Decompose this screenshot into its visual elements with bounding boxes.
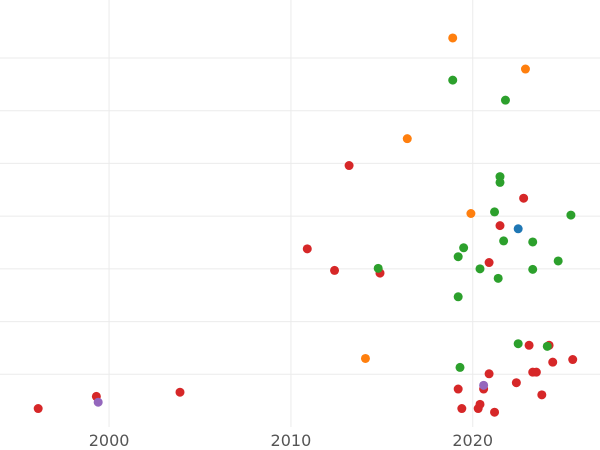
data-point xyxy=(453,384,463,394)
data-point xyxy=(528,264,538,274)
data-point xyxy=(455,362,465,372)
x-tick-label: 2000 xyxy=(89,431,130,450)
data-point xyxy=(459,243,469,253)
data-point xyxy=(453,252,463,262)
data-point xyxy=(531,367,541,377)
data-point xyxy=(511,378,521,388)
data-point xyxy=(344,161,354,171)
data-point xyxy=(33,404,43,414)
data-point xyxy=(548,357,558,367)
data-point xyxy=(479,380,489,390)
data-point xyxy=(93,397,103,407)
data-point xyxy=(402,134,412,144)
x-tick-label: 2020 xyxy=(452,431,493,450)
data-point xyxy=(500,95,510,105)
data-point xyxy=(495,221,505,231)
data-point xyxy=(475,399,485,409)
x-tick-labels: 2000 2010 2020 xyxy=(89,431,493,450)
data-point xyxy=(519,193,529,203)
data-point xyxy=(528,237,538,247)
x-tick-label: 2010 xyxy=(271,431,312,450)
data-points xyxy=(33,33,578,417)
data-point xyxy=(524,340,534,350)
data-point xyxy=(520,64,530,74)
data-point xyxy=(175,387,185,397)
data-point xyxy=(490,207,500,217)
data-point xyxy=(553,256,563,266)
data-point xyxy=(360,353,370,363)
data-point xyxy=(513,339,523,349)
grid-layer xyxy=(0,0,600,427)
data-point xyxy=(302,244,312,254)
data-point xyxy=(484,369,494,379)
data-point xyxy=(330,265,340,275)
data-point xyxy=(566,210,576,220)
data-point xyxy=(466,209,476,218)
data-point xyxy=(457,404,467,414)
data-point xyxy=(448,33,458,43)
data-point xyxy=(453,292,463,302)
data-point xyxy=(499,236,509,246)
data-point xyxy=(493,273,503,283)
data-point xyxy=(495,172,505,182)
data-point xyxy=(484,258,494,268)
data-point xyxy=(373,263,383,273)
data-point xyxy=(448,75,458,85)
data-point xyxy=(475,264,485,274)
data-point xyxy=(513,224,523,234)
data-point xyxy=(537,390,547,400)
data-point xyxy=(542,341,552,351)
data-point xyxy=(568,355,578,365)
data-point xyxy=(490,407,500,417)
